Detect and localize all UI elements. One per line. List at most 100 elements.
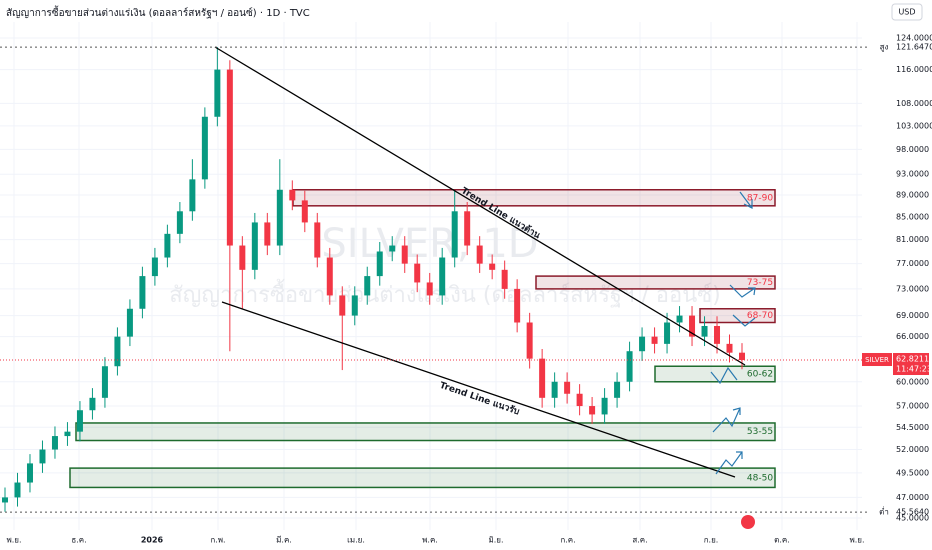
x-tick-label: มิ.ย. xyxy=(488,536,503,545)
zone-label: 53-55 xyxy=(747,427,773,437)
y-tick-label: 108.0000 xyxy=(896,99,932,108)
zone-label: 48-50 xyxy=(747,473,773,483)
candle-body xyxy=(389,245,396,252)
candle-body xyxy=(601,397,608,415)
y-tick-label: 124.0000 xyxy=(896,34,932,43)
event-icon[interactable] xyxy=(741,515,755,529)
zone xyxy=(535,275,776,290)
y-tick-label: 47.0000 xyxy=(896,493,929,502)
y-tick-label: 54.5000 xyxy=(896,423,929,432)
candle-body xyxy=(526,322,533,359)
candle-body xyxy=(476,245,483,264)
candle-body xyxy=(176,211,183,234)
candle-body xyxy=(51,436,58,450)
zone-label: 60-62 xyxy=(747,370,773,380)
candle-body xyxy=(364,276,371,296)
extreme-value: 45.5640 xyxy=(896,508,929,517)
candle-body xyxy=(489,263,496,270)
y-tick-label: 81.0000 xyxy=(896,235,929,244)
candle-body xyxy=(14,482,21,498)
x-tick-label: ต.ค. xyxy=(774,536,790,545)
candle-body xyxy=(651,336,658,344)
y-tick-label: 45.0000 xyxy=(896,514,929,523)
countdown: 11:47:23 xyxy=(896,365,932,374)
last-price: 62.8211 xyxy=(896,355,929,364)
y-tick-label: 57.0000 xyxy=(896,402,929,411)
y-tick-label: 73.0000 xyxy=(896,284,929,293)
candle-body xyxy=(114,336,121,367)
candle-body xyxy=(576,393,583,407)
watermark: SILVER, 1D xyxy=(321,221,538,267)
zone xyxy=(292,189,776,207)
extreme-label: ต่ำ xyxy=(879,506,889,517)
candle-body xyxy=(64,431,71,437)
candle-body xyxy=(126,308,133,337)
candle-body xyxy=(739,352,745,361)
symbol: SILVER xyxy=(865,356,889,364)
candle-body xyxy=(464,211,471,246)
candle-body xyxy=(164,233,171,258)
chart-title: สัญญาการซื้อขายส่วนต่างแร่เงิน (ดอลลาร์ส… xyxy=(6,5,310,19)
candle-body xyxy=(439,257,446,296)
candle-body xyxy=(301,200,308,223)
currency: USD xyxy=(898,8,915,17)
y-tick-label: 77.0000 xyxy=(896,259,929,268)
y-tick-label: 93.0000 xyxy=(896,170,929,179)
candle-body xyxy=(726,343,733,353)
extreme-value: 121.6470 xyxy=(896,43,932,52)
candle-body xyxy=(664,322,671,344)
price-axis-bg xyxy=(862,0,932,550)
x-tick-label: 2026 xyxy=(141,536,164,545)
candle-body xyxy=(551,381,558,398)
candle-body xyxy=(564,381,571,394)
candle-body xyxy=(214,69,221,117)
y-tick-label: 66.0000 xyxy=(896,332,929,341)
y-tick-label: 52.0000 xyxy=(896,445,929,454)
y-tick-label: 98.0000 xyxy=(896,145,929,154)
zone xyxy=(654,365,776,383)
candle-body xyxy=(351,295,358,316)
candle-body xyxy=(589,406,596,415)
candle-body xyxy=(26,463,33,483)
zone-label: 87-90 xyxy=(747,193,773,203)
x-tick-label: ธ.ค. xyxy=(71,536,86,545)
extreme-label: สูง xyxy=(880,43,889,53)
candle-body xyxy=(251,222,258,270)
candle-body xyxy=(151,257,158,277)
zone xyxy=(69,467,776,489)
x-tick-label: พ.ย. xyxy=(849,536,864,545)
currency-button[interactable] xyxy=(891,3,923,21)
x-tick-label: พ.ค. xyxy=(422,536,438,545)
price-axis: 124.0000 116.0000 108.0000 103.0000 98.0000 9… xyxy=(896,34,932,523)
candle-body xyxy=(426,282,433,296)
candle-body xyxy=(539,358,546,398)
x-tick-label: ก.ค. xyxy=(560,536,575,545)
candle-body xyxy=(401,245,408,264)
y-tick-label: 89.0000 xyxy=(896,191,929,200)
candle-body xyxy=(76,410,83,432)
candle-body xyxy=(289,189,296,201)
candle-body xyxy=(376,251,383,277)
candle-body xyxy=(414,263,421,283)
y-tick-label: 103.0000 xyxy=(896,121,932,130)
y-tick-label: 116.0000 xyxy=(896,65,932,74)
candle-body xyxy=(139,276,146,309)
zone xyxy=(699,308,776,324)
candle-body xyxy=(339,295,346,316)
symbol-tag xyxy=(862,353,892,367)
candle-body xyxy=(701,325,708,337)
x-tick-label: มี.ค. xyxy=(276,536,292,545)
candle-body xyxy=(451,211,458,258)
candle-body xyxy=(714,325,721,344)
support-trend-line xyxy=(221,301,736,478)
candle-body xyxy=(226,69,233,246)
y-tick-label: 49.5000 xyxy=(896,468,929,477)
candle-body xyxy=(189,179,196,212)
x-tick-label: ก.ย. xyxy=(704,536,719,545)
candle-body xyxy=(314,222,321,258)
candle-body xyxy=(326,257,333,296)
x-tick-label: พ.ย. xyxy=(6,536,21,545)
candle-body xyxy=(639,336,646,352)
x-tick-label: ก.พ. xyxy=(210,536,225,545)
zone-label: 68-70 xyxy=(747,311,773,321)
